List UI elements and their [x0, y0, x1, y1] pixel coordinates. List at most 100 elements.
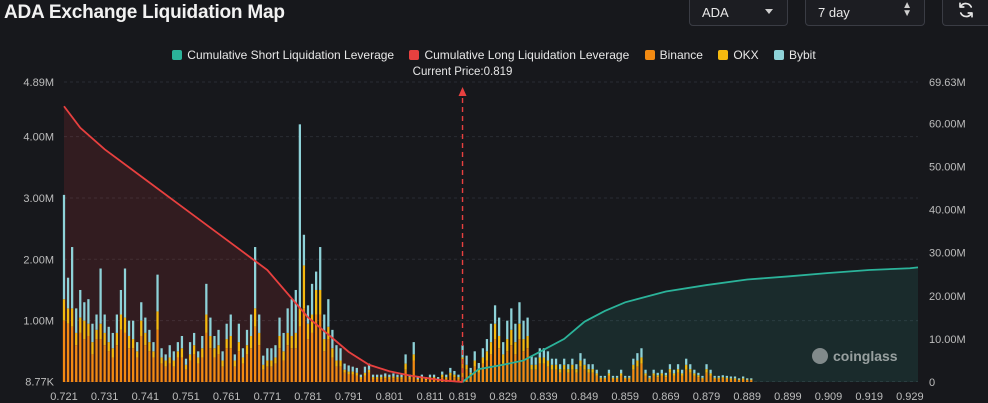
bar-binance: [420, 378, 423, 382]
bar-bybit: [278, 317, 281, 336]
bar-binance: [546, 366, 550, 382]
bar-binance: [111, 357, 114, 382]
bar-bybit: [420, 374, 423, 378]
bar-okx: [567, 369, 570, 373]
bar-okx: [315, 289, 318, 315]
bar-bybit: [197, 351, 200, 358]
bar-binance: [197, 363, 200, 382]
bar-binance: [327, 339, 330, 382]
bar-binance: [359, 378, 362, 382]
bar-okx: [668, 369, 672, 373]
bar-binance: [184, 369, 188, 382]
bar-bybit: [266, 348, 269, 361]
bar-okx: [404, 363, 407, 370]
bar-bybit: [518, 302, 521, 324]
bar-okx: [737, 379, 741, 381]
y-right-tick-label: 0: [929, 377, 935, 389]
bar-okx: [689, 369, 692, 373]
legend-item-binance[interactable]: Binance: [644, 48, 703, 62]
bar-okx: [71, 308, 74, 327]
bar-bybit: [193, 332, 196, 346]
bar-binance: [559, 372, 562, 382]
short-area: [462, 267, 918, 382]
bar-bybit: [355, 367, 358, 373]
legend-item-bybit[interactable]: Bybit: [774, 48, 816, 62]
refresh-button[interactable]: [942, 0, 988, 26]
bar-bybit: [79, 289, 82, 318]
bar-binance: [156, 329, 159, 382]
bar-okx: [323, 339, 326, 352]
bar-binance: [453, 377, 456, 382]
bar-okx: [534, 364, 537, 370]
legend-item-short[interactable]: Cumulative Short Liquidation Leverage: [172, 48, 394, 62]
bar-bybit: [392, 373, 395, 377]
bar-bybit: [416, 377, 419, 379]
bar-binance: [579, 366, 582, 382]
bar-bybit: [685, 358, 688, 365]
bar-bybit: [274, 345, 277, 358]
y-left-tick-label: 3.00M: [23, 193, 54, 205]
bar-bybit: [489, 323, 493, 343]
bar-okx: [115, 332, 118, 346]
bar-bybit: [465, 355, 468, 365]
bar-binance: [457, 378, 460, 382]
bar-bybit: [123, 268, 127, 318]
bar-okx: [709, 373, 712, 376]
bar-okx: [611, 377, 615, 379]
bar-binance: [672, 375, 676, 382]
coin-select[interactable]: ADA: [689, 0, 788, 26]
bar-okx: [164, 360, 167, 367]
bar-okx: [681, 373, 684, 376]
bar-okx: [498, 335, 501, 349]
bar-binance: [205, 332, 208, 382]
bar-binance: [294, 348, 297, 382]
bar-binance: [729, 379, 733, 382]
bar-bybit: [71, 247, 74, 309]
y-left-tick-label: 1.00M: [23, 316, 54, 328]
bar-okx: [123, 317, 127, 333]
legend-swatch-long: [409, 50, 420, 60]
up-down-chevron-icon: ▲ ▼: [902, 0, 912, 19]
bar-okx: [685, 364, 688, 370]
bar-binance: [221, 366, 224, 382]
y-left-tick-label: 8.77K: [25, 376, 54, 388]
bar-binance: [599, 378, 602, 382]
bar-binance: [168, 363, 171, 382]
legend-swatch-okx: [718, 50, 729, 60]
bar-bybit: [701, 375, 704, 378]
bar-okx: [579, 360, 582, 367]
bar-binance: [416, 380, 419, 382]
bar-bybit: [457, 374, 460, 378]
bar-binance: [115, 345, 118, 382]
bar-binance: [367, 372, 371, 382]
bar-bybit: [522, 320, 525, 340]
bar-okx: [127, 335, 131, 349]
bar-okx: [245, 345, 249, 355]
bar-binance: [502, 363, 505, 382]
bar-bybit: [249, 314, 253, 336]
legend-item-long[interactable]: Cumulative Long Liquidation Leverage: [409, 48, 629, 62]
bar-okx: [221, 360, 224, 367]
bar-binance: [693, 375, 696, 382]
bar-binance: [640, 363, 643, 382]
bar-binance: [473, 366, 476, 382]
bar-bybit: [83, 302, 86, 321]
bar-okx: [160, 357, 163, 364]
bar-bybit: [384, 373, 387, 377]
bar-binance: [290, 348, 293, 382]
range-select[interactable]: 7 day ▲ ▼: [805, 0, 925, 26]
bar-okx: [449, 372, 452, 376]
bar-okx: [742, 378, 745, 380]
bar-bybit: [530, 355, 533, 365]
cumulative-long-line: [63, 105, 463, 383]
bar-okx: [705, 369, 708, 373]
bar-bybit: [148, 329, 151, 343]
bar-bybit: [721, 375, 724, 378]
bar-okx: [457, 377, 460, 379]
bar-binance: [144, 345, 147, 382]
bar-okx: [298, 308, 301, 327]
bar-bybit: [282, 332, 285, 352]
bar-bybit: [136, 342, 139, 352]
chevron-down-icon: [765, 9, 773, 14]
legend-item-okx[interactable]: OKX: [718, 48, 759, 62]
